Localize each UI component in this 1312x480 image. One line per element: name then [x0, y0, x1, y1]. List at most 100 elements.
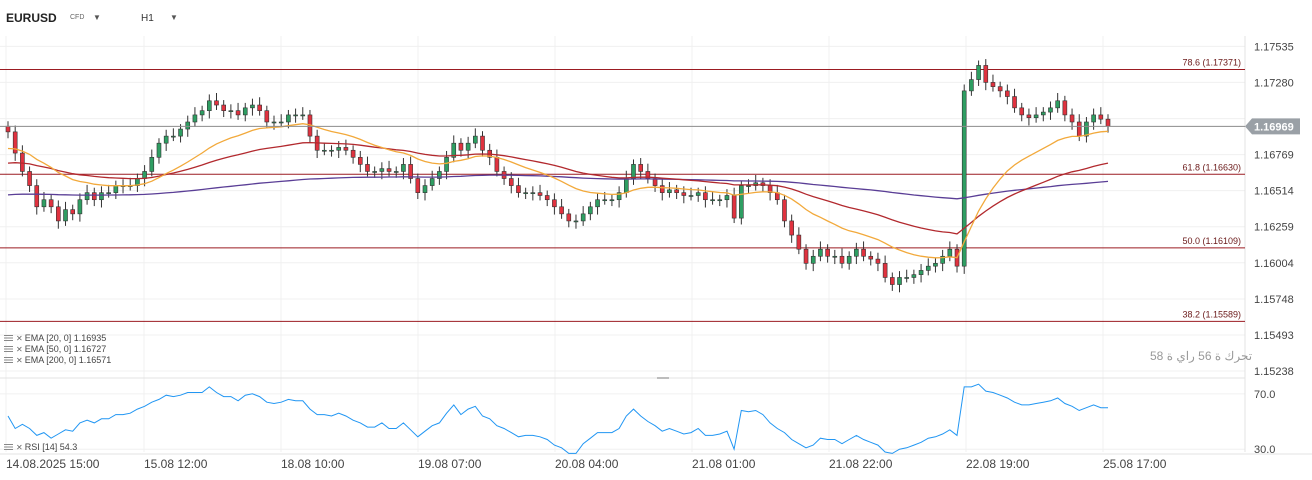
candle-body	[940, 255, 945, 264]
candle-body	[760, 182, 766, 186]
legend-ema50[interactable]: ✕ EMA [50, 0] 1.16727	[4, 344, 111, 355]
candle-body	[1062, 100, 1068, 116]
candle-body	[976, 65, 981, 80]
candle-body	[897, 277, 902, 285]
y-tick-label: 1.17280	[1254, 77, 1294, 89]
rsi-tick-label: 70.0	[1254, 389, 1275, 401]
candle-body	[969, 79, 974, 92]
candle-body	[961, 90, 967, 267]
ema50-line	[7, 141, 1109, 235]
candle-body	[933, 263, 938, 267]
timeframe-selector[interactable]: H1	[141, 13, 154, 24]
candle-body	[688, 195, 694, 197]
candle-body	[746, 185, 751, 187]
candle-body	[667, 189, 672, 193]
candle-body	[1084, 121, 1089, 137]
candle-body	[257, 104, 262, 111]
candle-body	[372, 171, 377, 173]
candle-body	[846, 255, 852, 264]
indicator-settings-icon[interactable]	[4, 335, 13, 343]
y-tick-label: 1.17535	[1254, 41, 1294, 53]
candle-body	[516, 185, 521, 193]
candle-body	[63, 209, 68, 222]
candle-body	[199, 110, 205, 116]
candle-body	[990, 82, 996, 87]
candle-body	[947, 248, 953, 257]
candle-body	[473, 135, 478, 144]
candle-body	[508, 178, 514, 186]
timeframe-dropdown-icon[interactable]: ▼	[170, 13, 178, 22]
candle-body	[163, 135, 169, 144]
candle-body	[624, 178, 629, 193]
candle-body	[710, 199, 715, 202]
candle-body	[343, 147, 349, 151]
candle-body	[357, 157, 363, 165]
indicator-settings-icon[interactable]	[4, 357, 13, 365]
candle-body	[588, 206, 593, 215]
candle-body	[171, 135, 176, 138]
candle-body	[84, 192, 90, 201]
candle-body	[674, 189, 679, 193]
candle-body	[77, 199, 83, 215]
symbol-selector[interactable]: EURUSD	[6, 11, 57, 25]
candle-body	[1048, 107, 1053, 113]
candle-body	[1019, 107, 1025, 116]
fib-level-label: 78.6 (1.17371)	[1182, 58, 1241, 68]
candle-body	[638, 164, 643, 172]
candle-body	[609, 199, 615, 202]
candle-body	[868, 255, 874, 260]
candle-body	[48, 199, 54, 208]
x-tick-label: 21.08 01:00	[692, 457, 756, 471]
close-icon[interactable]: ✕	[16, 345, 23, 354]
legend-ema20[interactable]: ✕ EMA [20, 0] 1.16935	[4, 333, 111, 344]
candle-body	[854, 248, 859, 257]
candle-body	[415, 178, 421, 193]
candle-body	[221, 104, 226, 111]
candle-body	[803, 248, 809, 264]
candle-body	[264, 110, 270, 123]
candle-body	[1005, 90, 1010, 97]
ema20-line	[7, 123, 1109, 259]
candle-body	[717, 199, 723, 202]
legend-ema50-label: EMA [50, 0] 1.16727	[24, 344, 107, 354]
candle-body	[882, 263, 888, 278]
close-icon[interactable]: ✕	[16, 334, 23, 343]
x-tick-label: 14.08.2025 15:00	[6, 457, 100, 471]
x-tick-label: 22.08 19:00	[966, 457, 1030, 471]
candle-body	[5, 125, 11, 133]
candle-body	[185, 121, 191, 130]
fib-level-label: 50.0 (1.16109)	[1182, 236, 1241, 246]
candle-body	[444, 157, 449, 172]
candle-body	[890, 277, 895, 285]
candle-body	[631, 164, 636, 179]
candle-body	[386, 168, 392, 172]
candle-body	[918, 270, 924, 275]
candle-body	[703, 192, 708, 201]
instrument-type-label: CFD	[70, 14, 85, 21]
candle-body	[228, 110, 234, 112]
indicator-settings-icon[interactable]	[4, 444, 13, 452]
candle-body	[178, 128, 183, 137]
candle-body	[465, 142, 471, 151]
close-icon[interactable]: ✕	[16, 443, 23, 452]
candle-body	[286, 114, 291, 123]
indicator-settings-icon[interactable]	[4, 346, 13, 354]
x-tick-label: 25.08 17:00	[1103, 457, 1167, 471]
candle-body	[56, 206, 61, 222]
candle-body	[336, 147, 342, 151]
candle-body	[839, 255, 845, 264]
candle-body	[393, 171, 399, 173]
legend-rsi[interactable]: ✕ RSI [14] 54.3	[4, 442, 77, 453]
candle-body	[695, 192, 701, 196]
candle-body	[1098, 114, 1104, 120]
candle-body	[566, 213, 572, 222]
symbol-dropdown-icon[interactable]: ▼	[93, 13, 101, 22]
candle-body	[70, 209, 76, 215]
candle-body	[925, 265, 931, 271]
chart-header: EURUSD CFD ▼ H1 ▼	[0, 0, 1312, 36]
candle-body	[911, 274, 917, 278]
candle-body	[329, 149, 334, 152]
close-icon[interactable]: ✕	[16, 356, 23, 365]
legend-ema200[interactable]: ✕ EMA [200, 0] 1.16571	[4, 355, 111, 366]
